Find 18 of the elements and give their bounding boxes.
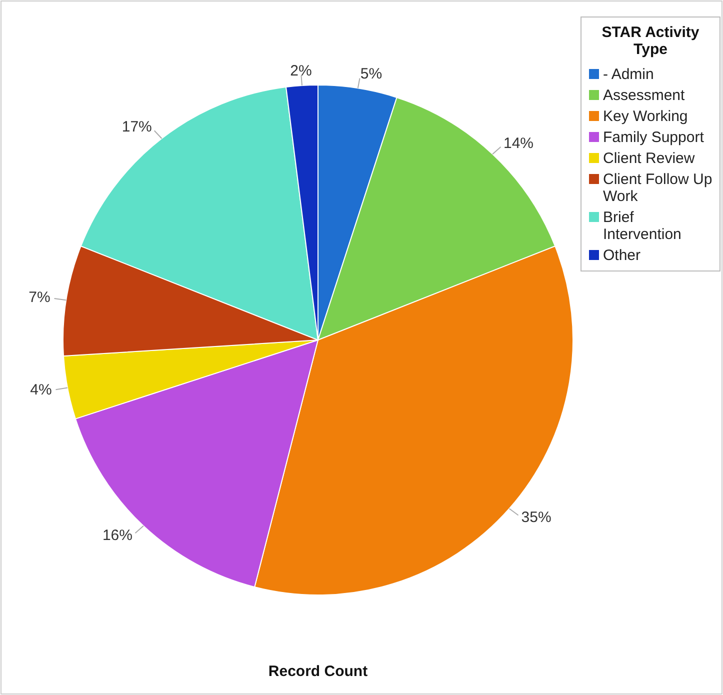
data-label: 5% — [360, 65, 382, 82]
legend-label: Brief Intervention — [603, 209, 682, 243]
data-label: 4% — [30, 381, 52, 398]
data-label: 17% — [122, 118, 152, 136]
legend-label: Other — [603, 247, 641, 264]
data-label: 16% — [102, 527, 132, 544]
legend-label: Family Support — [603, 129, 705, 146]
data-label: 14% — [504, 134, 534, 152]
text: Record Count — [268, 663, 368, 680]
legend-label: Client Review — [603, 150, 695, 167]
data-label: 2% — [290, 62, 312, 80]
data-label: 7% — [28, 288, 50, 306]
legend-label: Client Follow Up Work — [603, 171, 712, 205]
legend-title: STAR Activity Type — [602, 24, 700, 58]
legend-label: - Admin — [603, 66, 654, 83]
data-label: 35% — [521, 508, 552, 526]
legend-label: Key Working — [603, 108, 688, 125]
legend-label: Assessment — [603, 87, 686, 104]
